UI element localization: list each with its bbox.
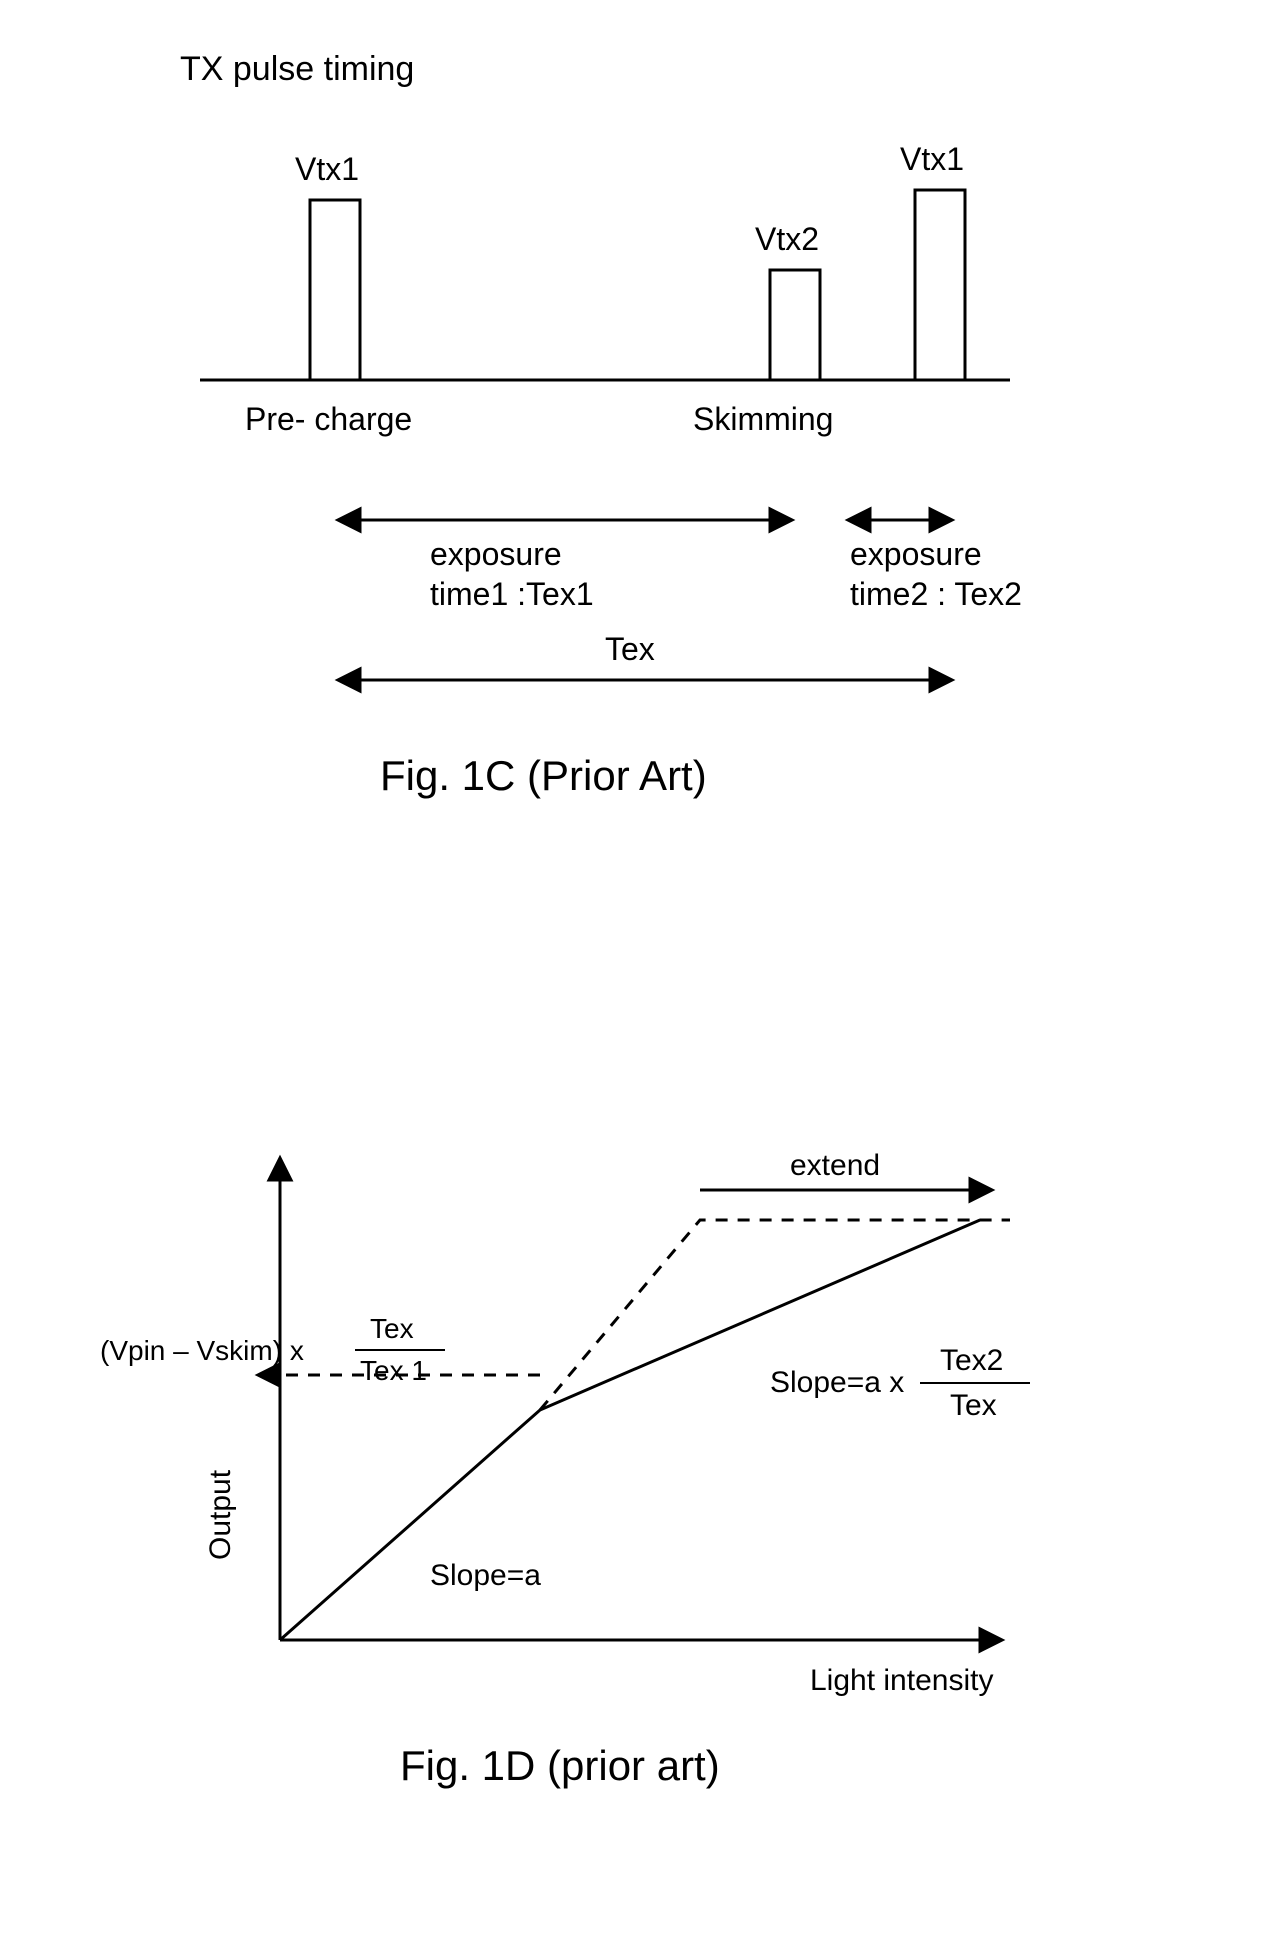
fig1d-slope-frac-top: Tex2: [940, 1344, 1003, 1377]
fig1d-caption: Fig. 1D (prior art): [400, 1742, 720, 1789]
fig-1c: TX pulse timing Vtx1 Pre- charge Vtx2 Sk…: [0, 20, 1285, 870]
fig1d-vpin-frac-top: Tex: [370, 1313, 414, 1344]
fig1d-slope-frac-bot: Tex: [950, 1389, 997, 1422]
fig1c-precharge-label: Pre- charge: [245, 401, 412, 437]
page: TX pulse timing Vtx1 Pre- charge Vtx2 Sk…: [0, 0, 1285, 1936]
fig1d-response-line: [280, 1220, 980, 1640]
fig1c-pulse-vtx2: [770, 270, 820, 380]
fig1c-pulse-vtx1-right: [915, 190, 965, 380]
fig1c-caption: Fig. 1C (Prior Art): [380, 752, 707, 799]
fig1d-x-label: Light intensity: [810, 1664, 993, 1697]
fig1d-vpin-label: (Vpin – Vskim) x: [100, 1335, 304, 1366]
fig-1d: Output Light intensity extend (Vpin – Vs…: [0, 1080, 1285, 1880]
fig1c-skimming-label: Skimming: [693, 401, 833, 437]
fig1c-pulse1-label: Vtx1: [295, 151, 359, 187]
fig1c-tex1-label-2: time1 :Tex1: [430, 576, 594, 612]
fig1d-slope-a-label: Slope=a: [430, 1559, 541, 1592]
fig1c-tex2-label-1: exposure: [850, 536, 982, 572]
fig1d-y-label: Output: [204, 1469, 237, 1560]
fig1c-pulse2-label: Vtx2: [755, 221, 819, 257]
fig1c-tex1-label-1: exposure: [430, 536, 562, 572]
fig1d-vpin-frac-bot: Tex 1: [360, 1355, 427, 1386]
fig1c-tex-label: Tex: [605, 631, 655, 667]
fig1c-tex2-label-2: time2 : Tex2: [850, 576, 1022, 612]
fig1c-pulse3-label: Vtx1: [900, 141, 964, 177]
fig1d-extend-label: extend: [790, 1149, 880, 1182]
fig1d-slope-formula-label: Slope=a x: [770, 1366, 904, 1399]
fig1c-pulse-vtx1-left: [310, 200, 360, 380]
fig1c-title: TX pulse timing: [180, 50, 414, 88]
